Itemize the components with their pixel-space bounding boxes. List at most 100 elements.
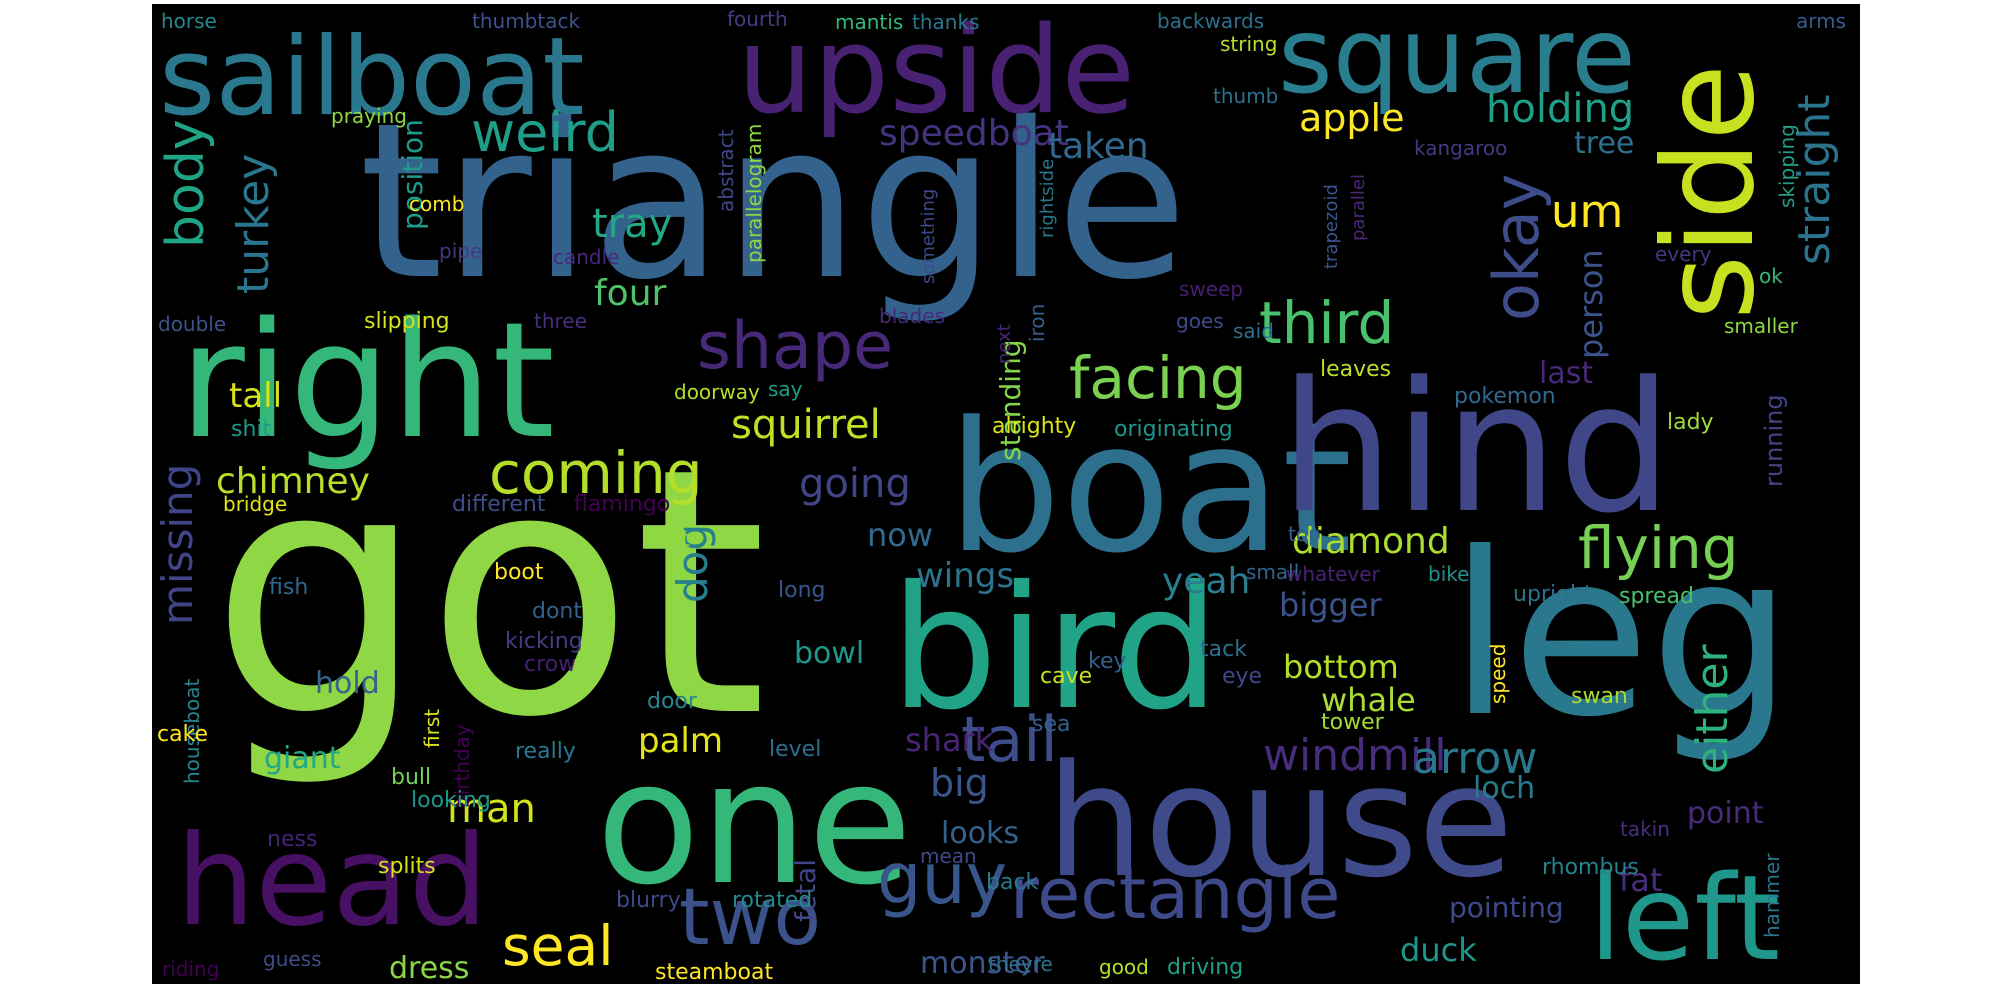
word-originating: originating: [1114, 417, 1233, 442]
word-shape: shape: [697, 309, 894, 384]
word-steamboat: steamboat: [655, 960, 774, 984]
word-straight: straight: [1789, 94, 1840, 265]
word-apple: apple: [1299, 96, 1405, 140]
word-cake: cake: [157, 722, 209, 747]
word-bottom: bottom: [1283, 648, 1399, 686]
word-now: now: [867, 516, 934, 554]
word-guy: guy: [877, 838, 1008, 920]
word-backwards: backwards: [1157, 9, 1265, 33]
word-doorway: doorway: [674, 380, 760, 404]
word-lady: lady: [1667, 410, 1714, 435]
word-parallel: parallel: [1348, 174, 1369, 241]
word-back: back: [986, 870, 1039, 895]
word-leaves: leaves: [1320, 357, 1392, 382]
word-ness: ness: [267, 827, 318, 852]
word-upside: upside: [737, 4, 1136, 141]
word-praying: praying: [331, 104, 407, 128]
word-weird: weird: [471, 101, 619, 164]
word-tower: tower: [1321, 710, 1384, 735]
word-swan: swan: [1571, 684, 1628, 709]
word-tall: tall: [229, 376, 283, 416]
word-say: say: [768, 377, 803, 401]
word-guess: guess: [263, 947, 322, 971]
word-bowl: bowl: [794, 636, 865, 671]
word-one: one: [596, 725, 913, 923]
word-tree: tree: [1574, 126, 1635, 161]
word-head: head: [176, 809, 489, 954]
word-duck: duck: [1400, 931, 1477, 969]
word-sea: sea: [1032, 712, 1071, 737]
word-yeah: yeah: [1162, 561, 1251, 602]
word-rotated: rotated: [732, 888, 813, 913]
word-rightside: rightside: [1037, 158, 1058, 238]
word-left: left: [1589, 849, 1781, 984]
word-got: got: [210, 396, 768, 792]
word-leg: leg: [1449, 505, 1793, 767]
word-kangaroo: kangaroo: [1414, 136, 1508, 160]
word-facing: facing: [1069, 344, 1247, 412]
word-four: four: [594, 273, 667, 314]
word-cave: cave: [1040, 664, 1093, 689]
word-bird: bird: [890, 550, 1220, 748]
word-pokemon: pokemon: [1454, 384, 1556, 409]
word-blurry: blurry: [616, 888, 681, 913]
word-going: going: [799, 461, 911, 507]
word-kicking: kicking: [505, 629, 583, 654]
word-flat: flat: [654, 527, 690, 552]
word-tack: tack: [1200, 637, 1247, 662]
word-pipe: pipe: [439, 239, 483, 263]
word-blades: blades: [879, 304, 945, 328]
word-sailboat: sailboat: [159, 15, 585, 140]
word-skipping: skipping: [1775, 124, 1799, 208]
word-person: person: [1572, 249, 1610, 359]
word-holding: holding: [1486, 86, 1635, 132]
word-candle: candle: [553, 245, 620, 269]
word-palm: palm: [638, 721, 723, 761]
word-first: first: [420, 708, 444, 748]
word-trapezoid: trapezoid: [1321, 184, 1342, 269]
word-top: top: [1288, 522, 1321, 546]
word-looking: looking: [411, 788, 491, 813]
word-turkey: turkey: [228, 153, 279, 294]
word-hold: hold: [315, 666, 380, 701]
word-diamond: diamond: [1292, 521, 1450, 562]
word-splits: splits: [378, 854, 436, 879]
word-said: said: [1233, 319, 1274, 343]
word-comb: comb: [409, 192, 465, 216]
word-goes: goes: [1176, 309, 1224, 333]
word-taken: taken: [1048, 126, 1149, 167]
word-body: body: [156, 119, 216, 248]
word-bull: bull: [391, 765, 432, 790]
word-okay: okay: [1480, 173, 1553, 321]
word-string: string: [1220, 32, 1278, 56]
word-abstract: abstract: [714, 129, 738, 212]
word-windmill: windmill: [1263, 730, 1447, 781]
word-something: something: [918, 188, 939, 284]
word-missing: missing: [153, 463, 202, 625]
word-sweep: sweep: [1179, 277, 1244, 301]
word-iron: iron: [1025, 303, 1049, 342]
word-slipping: slipping: [364, 309, 450, 334]
word-thumb: thumb: [1213, 84, 1279, 108]
word-rhombus: rhombus: [1542, 855, 1639, 880]
word-man: man: [447, 786, 536, 832]
word-whale: whale: [1321, 681, 1416, 719]
word-shit: shit: [231, 417, 272, 442]
word-upright: upright: [1513, 582, 1593, 607]
word-fish: fish: [269, 575, 309, 600]
word-different: different: [452, 492, 546, 517]
word-good: good: [1099, 955, 1149, 979]
word-riding: riding: [162, 957, 220, 981]
word-level: level: [769, 737, 822, 762]
word-seal: seal: [502, 914, 614, 978]
word-wings: wings: [916, 556, 1015, 596]
word-looks: looks: [941, 816, 1020, 851]
word-cloud: got triangle boat hind leg bird house one right h…: [152, 4, 1860, 984]
word-pointing: pointing: [1449, 891, 1564, 924]
word-driving: driving: [1167, 955, 1244, 980]
word-running: running: [1760, 394, 1788, 487]
word-fat: fat: [1619, 861, 1663, 899]
word-dont: dont: [532, 599, 582, 624]
word-double: double: [158, 312, 227, 336]
word-mean: mean: [920, 844, 977, 868]
